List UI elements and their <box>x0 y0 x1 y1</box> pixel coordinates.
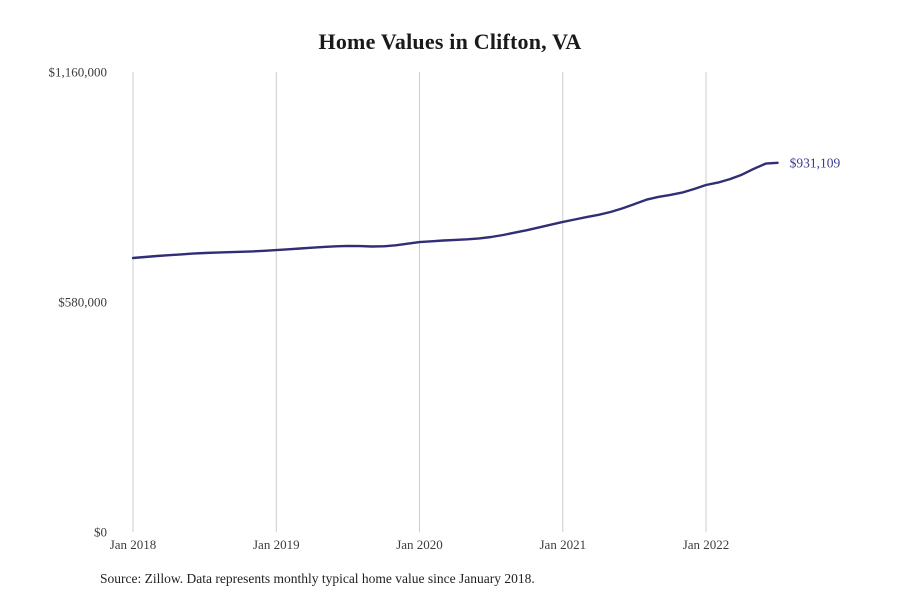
x-tick-label: Jan 2020 <box>396 537 443 552</box>
y-tick-label: $1,160,000 <box>49 65 108 80</box>
x-tick-label: Jan 2019 <box>253 537 300 552</box>
x-tick-label: Jan 2022 <box>683 537 730 552</box>
y-tick-label: $580,000 <box>58 295 107 310</box>
chart-title: Home Values in Clifton, VA <box>318 29 582 54</box>
x-tick-label: Jan 2018 <box>110 537 157 552</box>
y-tick-label: $0 <box>94 525 107 540</box>
value-line <box>131 161 779 260</box>
end-value-label: $931,109 <box>790 155 841 170</box>
x-tick-label: Jan 2021 <box>540 537 587 552</box>
source-note: Source: Zillow. Data represents monthly … <box>100 571 535 586</box>
